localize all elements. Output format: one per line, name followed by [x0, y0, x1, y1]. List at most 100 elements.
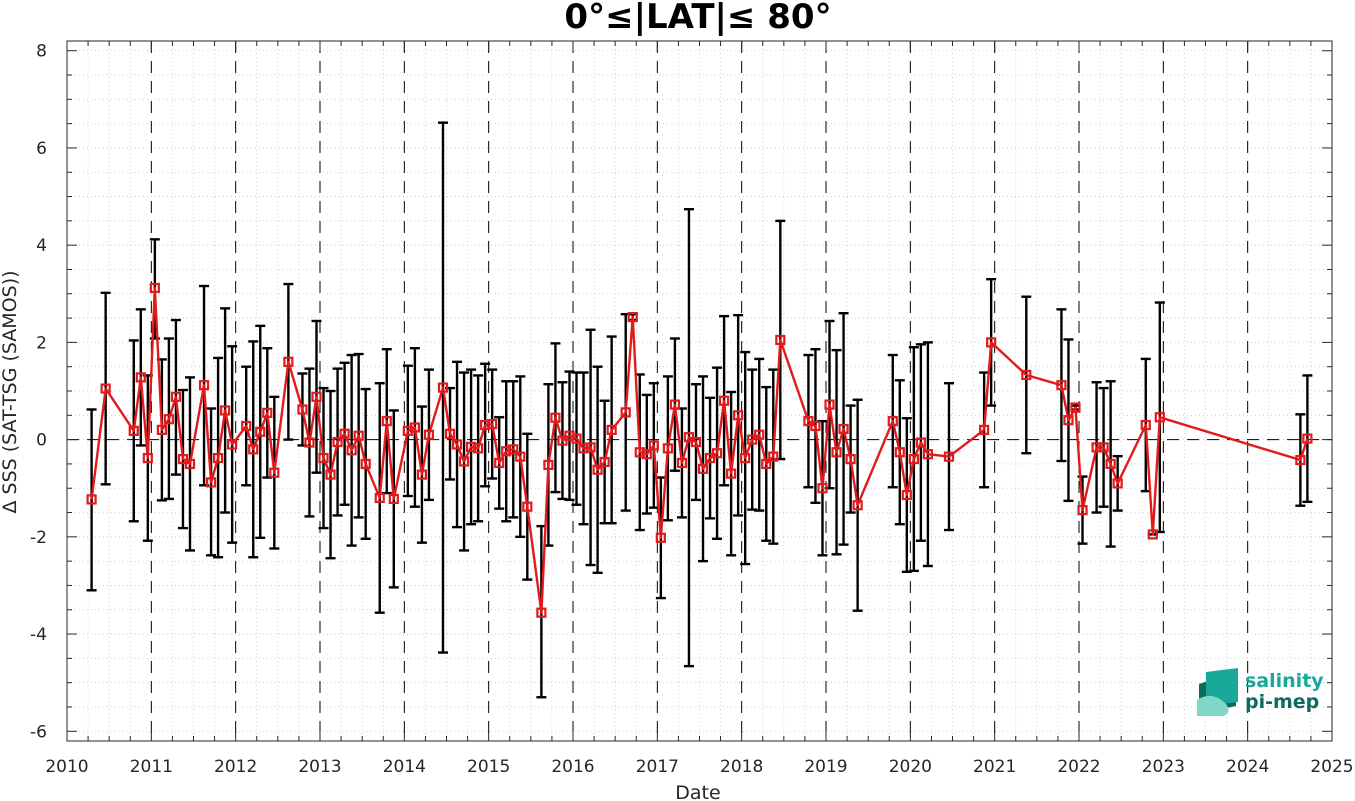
x-tick-labels: 2010 2011 2012 2013 2014 2015 2016 2017 2018 2019…	[45, 757, 1353, 777]
data-marker	[655, 532, 666, 543]
x-tick-label: 2019	[804, 757, 847, 777]
data-marker	[599, 456, 610, 468]
data-marker	[543, 459, 554, 470]
y-tick-label: 0	[36, 431, 47, 451]
data-marker	[248, 444, 259, 455]
data-marker	[718, 395, 730, 406]
data-marker	[887, 416, 898, 427]
data-marker	[1105, 458, 1116, 470]
y-tick-label: 4	[36, 236, 47, 256]
x-tick-label: 2014	[383, 757, 426, 777]
data-marker	[571, 433, 582, 444]
data-marker	[353, 430, 364, 441]
data-marker	[726, 468, 737, 479]
data-marker	[1295, 454, 1306, 466]
data-marker	[360, 458, 371, 470]
data-marker	[775, 334, 786, 346]
data-marker	[1140, 419, 1151, 431]
data-marker	[346, 445, 357, 456]
data-marker	[325, 469, 336, 480]
data-markers	[86, 282, 1313, 618]
data-marker	[662, 443, 673, 454]
data-marker	[754, 429, 765, 440]
data-marker	[761, 458, 772, 470]
data-marker	[1154, 412, 1165, 423]
data-marker	[690, 436, 702, 448]
data-marker	[627, 312, 638, 323]
data-marker	[986, 337, 997, 348]
series-line	[90, 286, 1309, 614]
y-tick-labels: -6 -4 -2 0 2 4 6 8	[30, 42, 47, 743]
data-marker	[1077, 504, 1088, 516]
data-marker	[1112, 478, 1123, 489]
data-marker	[1302, 433, 1313, 444]
data-marker	[212, 452, 224, 464]
data-marker	[135, 372, 146, 383]
data-marker	[374, 492, 385, 504]
data-marker	[142, 452, 153, 464]
data-marker	[170, 391, 182, 402]
data-marker	[711, 448, 723, 459]
data-marker	[1021, 369, 1032, 381]
data-marker	[901, 489, 912, 501]
data-marker	[205, 477, 217, 488]
y-axis-label: Δ SSS (SAT-TSG (SAMOS))	[0, 270, 21, 513]
y-tick-label: -4	[30, 625, 47, 645]
data-marker	[817, 483, 828, 494]
data-marker	[339, 428, 350, 439]
data-marker	[311, 391, 322, 402]
axis-ticks	[66, 41, 1333, 741]
data-marker	[444, 428, 456, 439]
minor-grid	[67, 41, 1332, 741]
data-marker	[1098, 442, 1109, 453]
y-tick-label: -2	[30, 528, 47, 548]
x-tick-label: 2022	[1057, 757, 1100, 777]
data-marker	[1147, 529, 1158, 540]
x-tick-label: 2015	[467, 757, 510, 777]
y-tick-label: 8	[36, 42, 47, 62]
data-marker	[592, 464, 603, 475]
data-marker	[473, 443, 484, 454]
data-marker	[156, 424, 167, 435]
data-marker	[810, 420, 821, 432]
x-tick-label: 2010	[45, 757, 88, 777]
x-tick-label: 2023	[1142, 757, 1185, 777]
data-marker	[416, 469, 428, 480]
y-tick-label: 6	[36, 139, 47, 159]
data-marker	[381, 416, 392, 427]
data-marker	[128, 425, 139, 436]
data-marker	[1063, 415, 1074, 426]
data-marker	[979, 424, 990, 435]
logo-text-pi-mep: pi-mep	[1245, 691, 1319, 713]
data-marker	[1070, 402, 1081, 413]
data-marker	[768, 451, 779, 462]
data-marker	[388, 493, 399, 505]
x-tick-label: 2021	[973, 757, 1016, 777]
data-marker	[184, 458, 196, 470]
data-marker	[515, 451, 526, 462]
data-marker	[522, 501, 533, 512]
data-marker	[943, 451, 955, 462]
x-tick-label: 2016	[551, 757, 594, 777]
x-tick-label: 2011	[130, 757, 173, 777]
data-marker	[733, 410, 744, 421]
data-marker	[451, 439, 463, 450]
data-marker	[669, 399, 681, 410]
y-tick-label: 2	[36, 333, 47, 353]
data-marker	[697, 463, 709, 474]
data-marker	[297, 404, 308, 415]
data-marker	[1056, 380, 1067, 391]
data-marker	[409, 422, 420, 433]
data-marker	[487, 418, 498, 430]
data-marker	[332, 436, 343, 448]
data-marker	[86, 494, 97, 505]
data-marker	[838, 423, 849, 435]
data-marker	[908, 453, 919, 465]
data-marker	[283, 356, 294, 367]
data-marker	[536, 607, 547, 618]
y-tick-label: -6	[30, 722, 47, 742]
x-tick-label: 2024	[1226, 757, 1269, 777]
salinity-pi-mep-logo: salinity pi-mep	[1197, 668, 1324, 716]
data-marker	[255, 426, 266, 437]
